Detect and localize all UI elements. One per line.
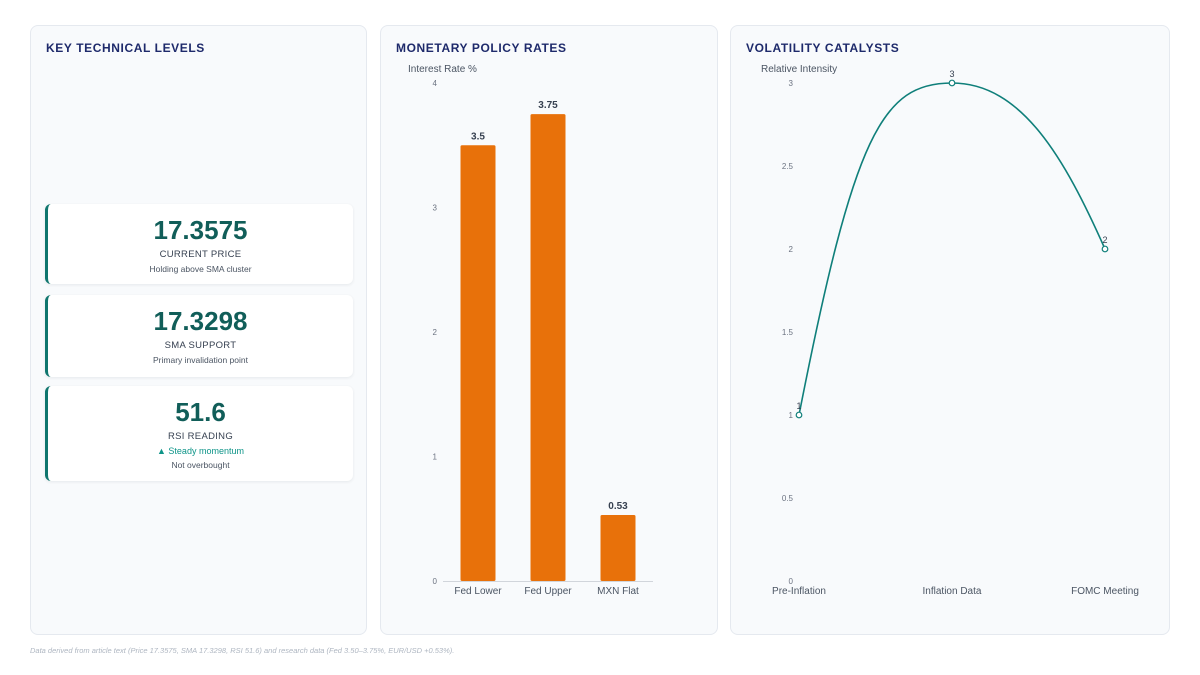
rates-bar-chart: Interest Rate % 0 1 2 3 4 3.5 Fed Lower 3.75 Fed … — [408, 64, 653, 597]
sma-support-card: 17.3298 SMA SUPPORT Primary invalidation… — [45, 295, 353, 377]
rates-y-tick-label: 0 — [433, 577, 438, 586]
volatility-x-tick-label: FOMC Meeting — [1071, 586, 1139, 597]
volatility-line-chart: Relative Intensity 0 0.5 1 1.5 2 2.5 3 1 Pre-Infl… — [761, 64, 1139, 597]
volatility-data-label: 2 — [1102, 235, 1107, 245]
key-levels-panel: KEY TECHNICAL LEVELS 17.3575 CURRENT PRI… — [30, 25, 367, 635]
rates-y-tick-label: 1 — [433, 453, 438, 462]
rates-bar — [530, 114, 566, 581]
volatility-data-point — [795, 411, 803, 419]
volatility-y-tick-label: 2.5 — [782, 162, 794, 171]
rsi-reading-card: 51.6 RSI READING ▲ Steady momentum Not o… — [45, 386, 353, 481]
rates-bar — [600, 515, 636, 581]
volatility-title: VOLATILITY CATALYSTS — [746, 41, 900, 55]
volatility-y-tick-label: 2 — [789, 245, 794, 254]
current-price-card: 17.3575 CURRENT PRICE Holding above SMA … — [45, 204, 353, 284]
current-price-note: Holding above SMA cluster — [149, 264, 252, 274]
rates-x-tick-label: MXN Flat — [597, 586, 639, 597]
volatility-series-line — [798, 82, 1106, 416]
rates-x-tick-label: Fed Upper — [524, 586, 572, 597]
volatility-data-point — [948, 79, 956, 87]
data-source-footnote: Data derived from article text (Price 17… — [30, 646, 455, 655]
rates-y-tick-label: 2 — [433, 328, 438, 337]
rsi-trend-badge: ▲ Steady momentum — [157, 446, 244, 456]
volatility-data-label: 1 — [796, 401, 801, 411]
monetary-policy-title: MONETARY POLICY RATES — [396, 41, 567, 55]
volatility-data-point — [1101, 245, 1109, 253]
monetary-policy-panel: MONETARY POLICY RATES Interest Rate % 0 1 2… — [380, 25, 718, 635]
rates-y-axis-label: Interest Rate % — [408, 64, 477, 75]
volatility-y-tick-label: 3 — [789, 79, 794, 88]
rsi-reading-label: RSI READING — [167, 431, 234, 442]
sma-support-note: Primary invalidation point — [153, 355, 248, 365]
rsi-reading-note: Not overbought — [171, 460, 230, 470]
volatility-y-tick-label: 0 — [789, 577, 794, 586]
key-levels-title: KEY TECHNICAL LEVELS — [46, 41, 205, 55]
volatility-x-tick-label: Pre-Inflation — [772, 586, 826, 597]
volatility-panel: VOLATILITY CATALYSTS Relative Intensity 0… — [730, 25, 1170, 635]
rates-bar-data-label: 0.53 — [608, 501, 628, 512]
rates-bar-data-label: 3.5 — [471, 131, 485, 142]
volatility-y-tick-label: 1 — [789, 411, 794, 420]
rates-x-tick-label: Fed Lower — [454, 586, 502, 597]
volatility-y-axis-label: Relative Intensity — [761, 64, 837, 75]
volatility-y-tick-label: 1.5 — [782, 328, 794, 337]
rates-bar-data-label: 3.75 — [538, 100, 558, 111]
volatility-x-tick-label: Inflation Data — [923, 586, 982, 597]
rates-y-tick-label: 4 — [433, 79, 438, 88]
rates-bar — [460, 145, 496, 581]
current-price-label: CURRENT PRICE — [159, 249, 242, 260]
sma-support-label: SMA SUPPORT — [164, 340, 237, 351]
current-price-value: 17.3575 — [153, 215, 248, 245]
rates-y-tick-label: 3 — [433, 204, 438, 213]
volatility-data-label: 3 — [949, 69, 954, 79]
rsi-reading-value: 51.6 — [175, 397, 226, 427]
volatility-y-tick-label: 0.5 — [782, 494, 794, 503]
sma-support-value: 17.3298 — [153, 306, 248, 336]
